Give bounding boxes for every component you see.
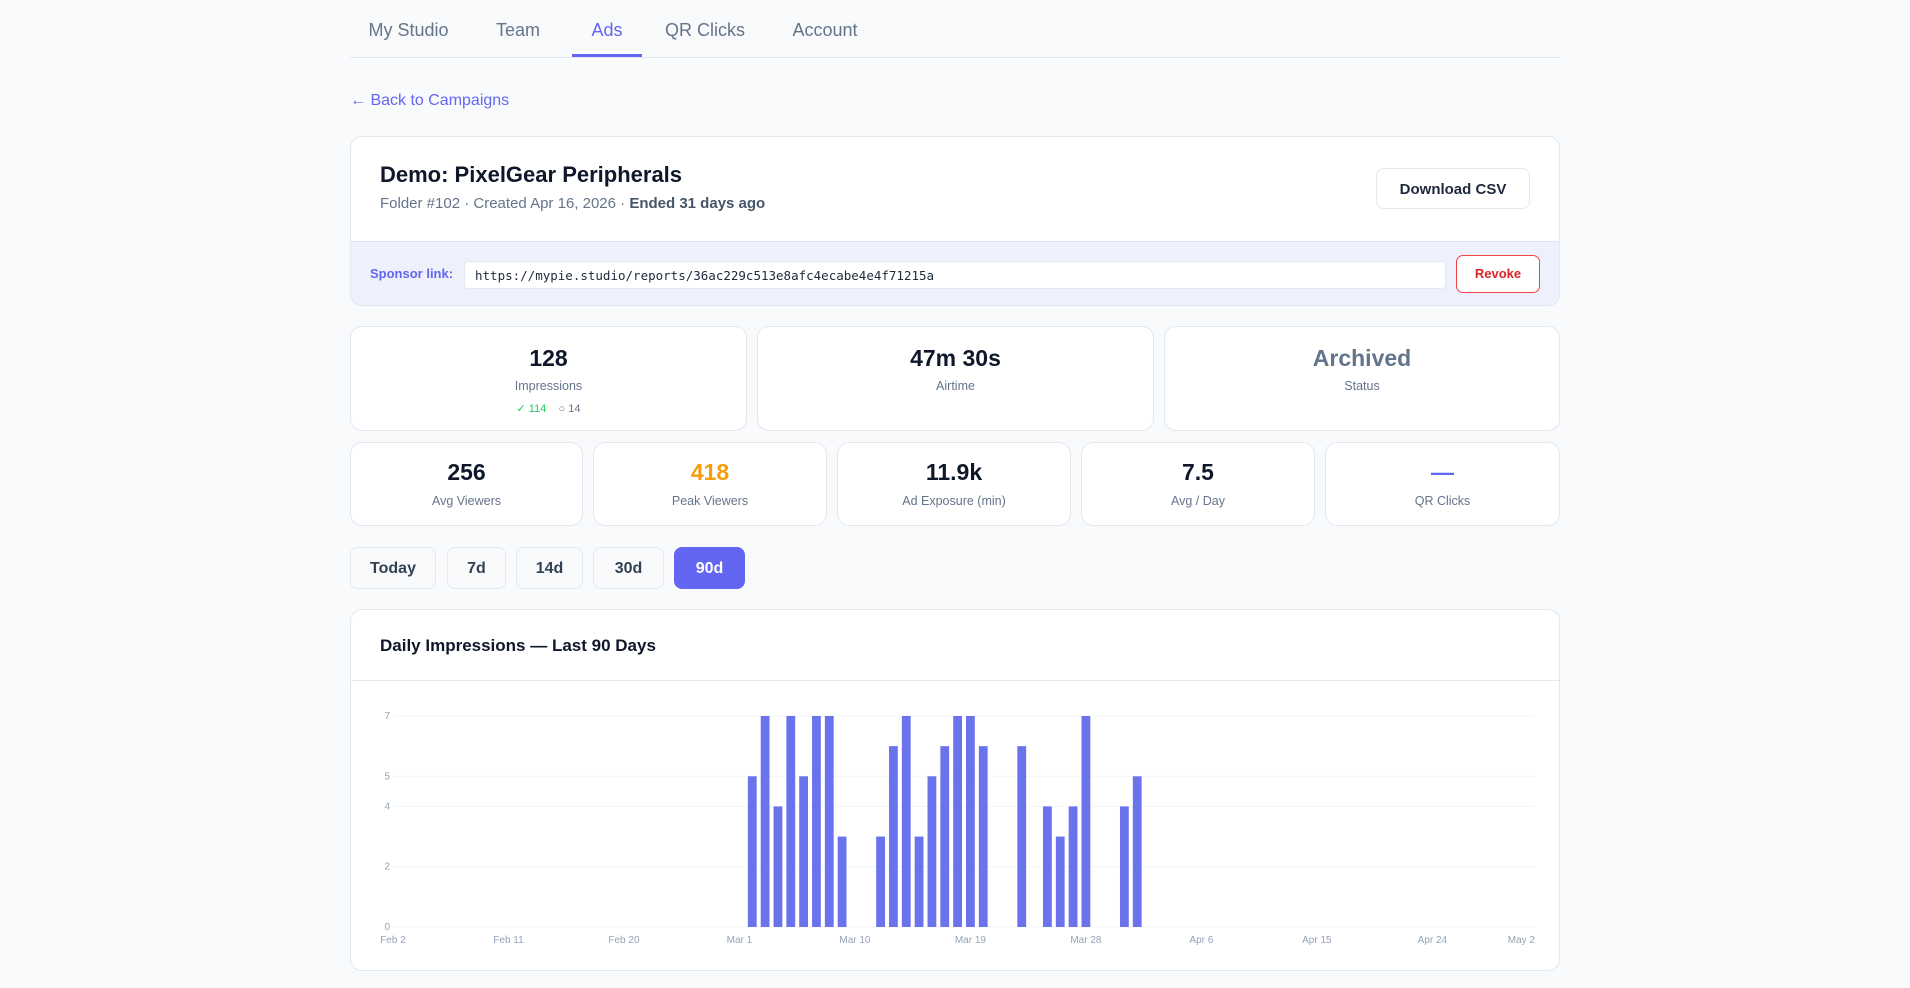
tab-team[interactable]: Team xyxy=(495,20,540,40)
chart-bar[interactable] xyxy=(914,836,924,927)
stat-card-peak-viewers: 418 Peak Viewers xyxy=(593,442,827,526)
stat-label: Avg / Day xyxy=(1171,494,1225,508)
daily-impressions-chart-card: Daily Impressions — Last 90 Days 0 2 4 5 7 Fe… xyxy=(350,609,1560,971)
tab-my-studio[interactable]: My Studio xyxy=(368,20,449,40)
x-tick-label: Mar 19 xyxy=(955,935,987,946)
range-90d-button[interactable]: 90d xyxy=(674,547,745,589)
chart-bar[interactable] xyxy=(1043,806,1052,927)
tab-qr-clicks[interactable]: QR Clicks xyxy=(665,20,745,40)
campaign-title: Demo: PixelGear Peripherals xyxy=(380,162,683,187)
stat-value: 418 xyxy=(690,459,730,485)
chart-bar[interactable] xyxy=(1081,716,1091,927)
campaign-header-card: Demo: PixelGear Peripherals Folder #102 … xyxy=(350,136,1560,306)
chart-bar[interactable] xyxy=(747,776,757,927)
chart-bar[interactable] xyxy=(760,716,770,927)
stat-value: 256 xyxy=(447,459,486,485)
chart-bar[interactable] xyxy=(876,836,885,927)
chart-bar[interactable] xyxy=(927,776,937,927)
stat-label: Status xyxy=(1344,379,1380,393)
stat-label: QR Clicks xyxy=(1414,494,1471,508)
back-to-campaigns-link[interactable]: ← Back to Campaigns xyxy=(350,92,510,109)
x-tick-label: Apr 6 xyxy=(1189,935,1213,946)
range-7d-button[interactable]: 7d xyxy=(447,547,506,589)
circle-icon: ○ xyxy=(558,403,566,415)
sponsor-link-label: Sponsor link: xyxy=(370,266,454,281)
y-tick-label: 2 xyxy=(384,862,390,873)
y-tick-label: 4 xyxy=(384,801,390,812)
stat-value: 11.9k xyxy=(925,459,983,485)
campaign-ended-status: Ended 31 days ago xyxy=(629,195,766,212)
stat-card-airtime: 47m 30s Airtime xyxy=(757,326,1154,431)
chart-bar[interactable] xyxy=(1132,776,1142,927)
range-today-button[interactable]: Today xyxy=(350,547,436,589)
chart-bar[interactable] xyxy=(953,716,962,927)
stat-label: Avg Viewers xyxy=(431,494,502,508)
y-tick-label: 0 xyxy=(384,922,390,933)
chart-bar[interactable] xyxy=(1055,836,1065,927)
x-tick-label: May 2 xyxy=(1508,935,1536,946)
chart-bar[interactable] xyxy=(966,716,975,927)
x-tick-label: Feb 2 xyxy=(380,935,406,946)
daily-impressions-chart: 0 2 4 5 7 Feb 2 Feb 11 Feb 20 Mar 1 Mar 10 Mar 19 M… xyxy=(380,711,1536,946)
chart-bar[interactable] xyxy=(978,746,988,927)
stat-card-avg-viewers: 256 Avg Viewers xyxy=(350,442,583,526)
tab-ads[interactable]: Ads xyxy=(572,0,642,57)
impressions-breakdown: ✓ 114 ○ 14 xyxy=(351,402,746,415)
stat-value: 128 xyxy=(529,345,568,371)
page-container: My Studio Team Ads QR Clicks Account ← B… xyxy=(350,0,1560,971)
stat-card-impressions: 128 Impressions ✓ 114 ○ 14 xyxy=(350,326,747,431)
x-tick-label: Feb 11 xyxy=(493,935,524,946)
campaign-meta: Folder #102 · Created Apr 16, 2026 · End… xyxy=(380,195,765,212)
revoke-button[interactable]: Revoke xyxy=(1456,255,1540,293)
impressions-success-count: 114 xyxy=(528,403,547,415)
sponsor-link-bar: Sponsor link: https://mypie.studio/repor… xyxy=(351,241,1559,305)
stat-card-qr-clicks: — QR Clicks xyxy=(1325,442,1560,526)
stat-card-avg-per-day: 7.5 Avg / Day xyxy=(1081,442,1315,526)
x-tick-label: Apr 15 xyxy=(1302,935,1332,946)
x-tick-label: Feb 20 xyxy=(608,935,640,946)
chart-bar[interactable] xyxy=(773,806,783,927)
range-30d-button[interactable]: 30d xyxy=(593,547,664,589)
chart-bar[interactable] xyxy=(786,716,796,927)
x-tick-label: Mar 10 xyxy=(839,935,871,946)
y-tick-label: 5 xyxy=(384,771,390,782)
stat-label: Ad Exposure (min) xyxy=(902,494,1006,508)
stat-card-status: Archived Status xyxy=(1164,326,1560,431)
stat-value: — xyxy=(1431,459,1454,485)
x-tick-label: Mar 28 xyxy=(1070,935,1102,946)
chart-bar[interactable] xyxy=(812,716,821,927)
y-tick-label: 7 xyxy=(384,711,390,722)
download-csv-button[interactable]: Download CSV xyxy=(1376,168,1530,209)
chart-title: Daily Impressions — Last 90 Days xyxy=(380,636,656,655)
chart-bar[interactable] xyxy=(889,746,898,927)
chart-bar[interactable] xyxy=(1068,806,1078,927)
chart-bar[interactable] xyxy=(940,746,950,927)
stat-label: Impressions xyxy=(514,379,583,393)
range-14d-button[interactable]: 14d xyxy=(516,547,583,589)
chart-divider xyxy=(351,680,1559,681)
stat-card-ad-exposure: 11.9k Ad Exposure (min) xyxy=(837,442,1071,526)
stat-label: Peak Viewers xyxy=(671,494,749,508)
sponsor-link-field[interactable]: https://mypie.studio/reports/36ac229c513… xyxy=(464,261,1446,289)
chart-bar[interactable] xyxy=(799,776,809,927)
chart-bar[interactable] xyxy=(824,716,834,927)
chart-bar[interactable] xyxy=(1017,746,1027,927)
chart-bar[interactable] xyxy=(901,716,911,927)
check-icon: ✓ xyxy=(516,403,526,415)
stat-value: 7.5 xyxy=(1182,459,1214,485)
stat-value: 47m 30s xyxy=(910,345,1001,371)
chart-bar[interactable] xyxy=(1119,806,1129,927)
tab-account[interactable]: Account xyxy=(792,20,858,40)
stat-label: Airtime xyxy=(936,379,975,393)
top-nav-tabs: My Studio Team Ads QR Clicks Account xyxy=(350,0,1560,58)
campaign-meta-details: Folder #102 · Created Apr 16, 2026 · xyxy=(380,195,630,212)
x-tick-label: Mar 1 xyxy=(727,935,753,946)
x-tick-label: Apr 24 xyxy=(1418,935,1448,946)
stat-value: Archived xyxy=(1312,345,1412,371)
chart-bar[interactable] xyxy=(837,836,847,927)
impressions-pending-count: 14 xyxy=(568,403,581,415)
